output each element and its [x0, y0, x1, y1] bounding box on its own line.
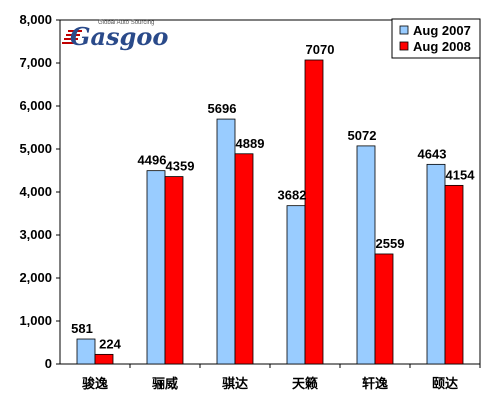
data-label: 5696 — [208, 101, 237, 116]
y-tick-label: 0 — [45, 356, 52, 371]
data-label: 4496 — [138, 153, 167, 168]
y-tick-label: 3,000 — [19, 227, 52, 242]
x-axis-ticks: 骏逸 骊威 骐达 天籁 轩逸 颐达 — [82, 364, 481, 392]
data-label: 5072 — [348, 128, 377, 143]
bar-aug-2007 — [76, 338, 96, 365]
legend: Aug 2007 Aug 2008 — [391, 18, 481, 59]
x-tick-label: 骏逸 — [82, 376, 108, 392]
legend-swatch-aug-2007 — [399, 25, 409, 35]
bar-aug-2007 — [426, 163, 446, 365]
y-tick-label: 8,000 — [19, 12, 52, 27]
legend-label-aug-2007: Aug 2007 — [413, 23, 471, 38]
y-tick-label: 7,000 — [19, 55, 52, 70]
data-label: 581 — [71, 321, 93, 336]
data-label: 7070 — [306, 42, 335, 57]
data-label: 224 — [99, 336, 121, 351]
y-tick-label: 1,000 — [19, 313, 52, 328]
bar-aug-2007 — [356, 145, 376, 365]
legend-swatch-aug-2008 — [399, 41, 409, 51]
y-tick-label: 4,000 — [19, 184, 52, 199]
bar-aug-2007 — [146, 170, 166, 365]
legend-label-aug-2008: Aug 2008 — [413, 39, 471, 54]
logo-tagline: Global Auto Sourcing — [98, 20, 154, 26]
x-tick-label: 骊威 — [152, 376, 178, 392]
x-tick-label: 轩逸 — [362, 376, 388, 392]
bar-aug-2008 — [164, 176, 184, 365]
bar-aug-2008 — [374, 253, 394, 365]
x-tick-label: 骐达 — [222, 376, 248, 392]
data-label: 4359 — [166, 159, 195, 174]
y-axis-ticks: 0 1,000 2,000 3,000 4,000 5,000 6,000 7,000 8,00… — [19, 12, 60, 371]
bar-aug-2008 — [234, 153, 254, 365]
data-label: 4643 — [418, 146, 447, 161]
data-label: 2559 — [376, 236, 405, 251]
y-tick-label: 6,000 — [19, 98, 52, 113]
legend-box — [391, 18, 481, 59]
data-label: 4154 — [446, 167, 476, 182]
bar-aug-2008 — [304, 59, 324, 365]
logo-wordmark: Gasgoo — [70, 22, 168, 51]
bar-aug-2008 — [444, 184, 464, 365]
data-label: 3682 — [278, 188, 307, 203]
logo-stripes — [62, 30, 82, 44]
bars — [76, 59, 464, 365]
x-tick-label: 颐达 — [432, 376, 458, 392]
bar-aug-2008 — [94, 353, 114, 365]
data-label: 4889 — [236, 136, 265, 151]
bar-aug-2007 — [286, 205, 306, 365]
y-tick-label: 2,000 — [19, 270, 52, 285]
logo: Global Auto Sourcing Gasgoo — [62, 20, 168, 51]
y-tick-label: 5,000 — [19, 141, 52, 156]
bar-aug-2007 — [216, 118, 236, 365]
x-tick-label: 天籁 — [292, 376, 318, 392]
data-labels: 581 224 4496 4359 5696 4889 3682 7070 5072 2559 46… — [71, 42, 475, 351]
